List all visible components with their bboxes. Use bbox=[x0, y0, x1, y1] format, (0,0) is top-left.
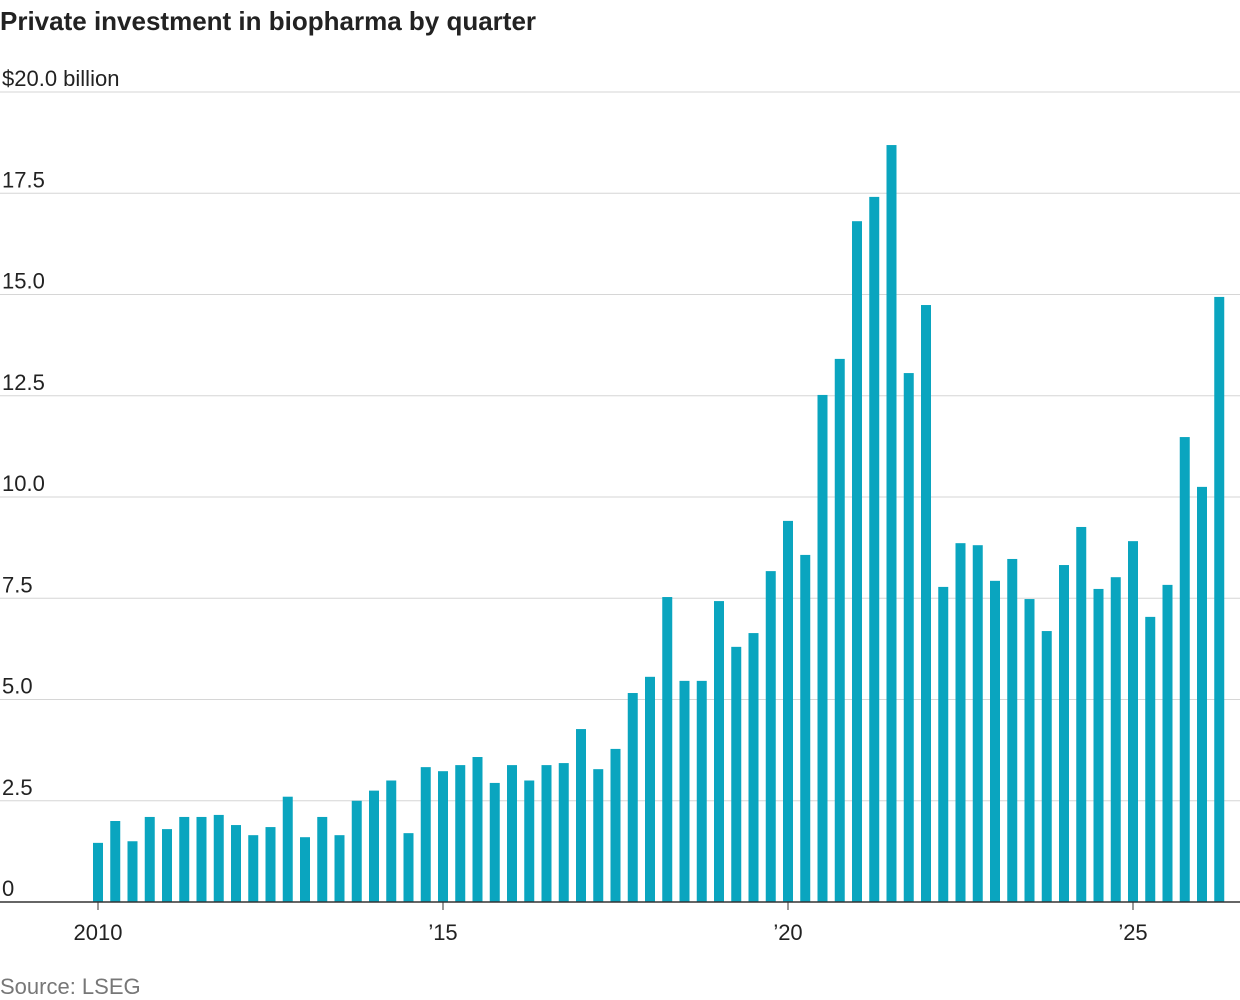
bar bbox=[852, 221, 862, 902]
bar bbox=[420, 767, 431, 902]
bar bbox=[1179, 437, 1190, 902]
bar bbox=[731, 646, 742, 902]
bar bbox=[317, 816, 328, 902]
bar bbox=[886, 145, 897, 902]
bar bbox=[627, 693, 638, 902]
bar bbox=[921, 305, 931, 902]
bar bbox=[748, 633, 759, 902]
bar bbox=[472, 757, 483, 902]
bar bbox=[300, 837, 310, 902]
bar bbox=[93, 842, 103, 902]
bar bbox=[576, 729, 586, 902]
bar bbox=[817, 394, 828, 902]
y-tick-label: 17.5 bbox=[2, 167, 45, 192]
bar bbox=[1041, 631, 1052, 902]
y-tick-label: $20.0 billion bbox=[2, 66, 119, 91]
y-tick-label: 0 bbox=[2, 876, 14, 901]
bar bbox=[990, 580, 1000, 902]
bar bbox=[1162, 584, 1173, 902]
bar bbox=[1076, 526, 1087, 902]
bar bbox=[938, 586, 949, 902]
bar bbox=[541, 765, 552, 902]
y-tick-label: 12.5 bbox=[2, 370, 45, 395]
bar bbox=[1110, 577, 1121, 902]
bar bbox=[455, 765, 466, 902]
bar bbox=[524, 780, 535, 902]
bar bbox=[1128, 541, 1138, 902]
bar bbox=[110, 821, 121, 902]
bar bbox=[507, 765, 517, 902]
bar bbox=[869, 196, 880, 902]
x-tick-label: 2010 bbox=[74, 920, 123, 945]
bar bbox=[903, 373, 914, 902]
bar bbox=[351, 800, 362, 902]
bar bbox=[196, 816, 207, 902]
source: Source: LSEG bbox=[0, 974, 141, 999]
x-tick-label: ’15 bbox=[428, 920, 457, 945]
y-tick-label: 10.0 bbox=[2, 471, 45, 496]
chart-title: Private investment in biopharma by quart… bbox=[0, 6, 536, 36]
bar bbox=[369, 790, 379, 902]
bar bbox=[179, 816, 190, 902]
x-tick-label: ’25 bbox=[1118, 920, 1147, 945]
bar bbox=[662, 597, 673, 902]
bar bbox=[334, 835, 345, 902]
bar bbox=[386, 780, 397, 902]
bar bbox=[679, 680, 690, 902]
bar bbox=[213, 814, 224, 902]
x-tick-label: ’20 bbox=[773, 920, 802, 945]
bar bbox=[1024, 599, 1035, 902]
bar bbox=[800, 554, 811, 902]
bar bbox=[1007, 558, 1018, 902]
bar bbox=[783, 520, 793, 902]
y-tick-label: 5.0 bbox=[2, 674, 33, 699]
bar bbox=[127, 841, 138, 902]
bar bbox=[696, 680, 707, 902]
bar bbox=[645, 676, 655, 902]
bar bbox=[1145, 616, 1156, 902]
bar bbox=[1059, 565, 1069, 902]
bar bbox=[1197, 486, 1207, 902]
bar bbox=[593, 769, 604, 902]
bar bbox=[1093, 588, 1104, 902]
bar bbox=[558, 763, 569, 902]
bar bbox=[610, 748, 621, 902]
bar bbox=[765, 571, 776, 902]
bar bbox=[834, 358, 845, 902]
bar bbox=[265, 827, 276, 902]
bar bbox=[438, 771, 448, 902]
bar bbox=[972, 545, 983, 902]
bar bbox=[162, 829, 172, 902]
bar bbox=[282, 796, 293, 902]
bar bbox=[1214, 296, 1225, 902]
bar bbox=[955, 543, 966, 902]
bar bbox=[714, 601, 724, 902]
y-tick-label: 7.5 bbox=[2, 572, 33, 597]
y-tick-label: 2.5 bbox=[2, 775, 33, 800]
bar bbox=[403, 833, 414, 902]
y-tick-label: 15.0 bbox=[2, 269, 45, 294]
bar bbox=[489, 782, 500, 902]
bar bbox=[144, 816, 155, 902]
bar bbox=[231, 825, 241, 902]
bar bbox=[248, 835, 259, 902]
